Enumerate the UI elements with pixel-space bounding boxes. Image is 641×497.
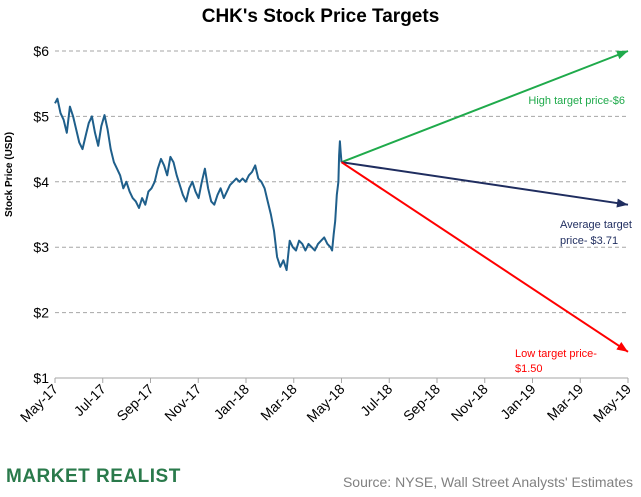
y-tick-label: $4 — [33, 174, 49, 190]
x-tick-label: Nov-18 — [448, 381, 491, 424]
high-target-label: High target price-$6 — [528, 95, 625, 107]
low-target-label: $1.50 — [515, 363, 543, 375]
high-target-arrow — [341, 50, 629, 164]
source-note: Source: NYSE, Wall Street Analysts' Esti… — [342, 474, 633, 490]
x-tick-label: Nov-17 — [161, 381, 204, 424]
y-tick-label: $3 — [33, 239, 49, 255]
y-tick-label: $1 — [33, 370, 49, 386]
series-layer — [54, 97, 343, 272]
x-tick-label: Mar-19 — [544, 381, 587, 424]
low-target-label: Low target price- — [515, 348, 597, 360]
low-target-arrow — [340, 161, 629, 353]
x-tick-label: Jan-18 — [211, 381, 253, 423]
low-target-arrow-head — [616, 342, 628, 352]
y-tick-label: $6 — [33, 43, 49, 59]
y-tick-label: $5 — [33, 108, 49, 124]
x-tick-label: May-17 — [17, 381, 61, 425]
projection-layer — [340, 50, 629, 353]
grid-lines — [55, 50, 628, 314]
average-target-label: Average target — [560, 219, 632, 231]
x-tick-label: May-19 — [590, 381, 634, 425]
annotations: High target price-$6 Average target price-… — [515, 95, 632, 375]
x-tick-label: Jan-19 — [497, 381, 539, 423]
average-target-label: price- $3.71 — [560, 235, 618, 247]
x-tick-label: Jul-17 — [71, 381, 109, 419]
chart-title: CHK's Stock Price Targets — [201, 6, 440, 27]
x-tick-label: Mar-18 — [257, 381, 300, 424]
market-realist-logo: MARKET REALIST — [6, 466, 181, 488]
x-tick-label: May-18 — [303, 381, 347, 425]
price-series-line — [54, 97, 343, 272]
x-tick-label: Sep-18 — [400, 381, 443, 424]
x-tick-label: Jul-18 — [357, 381, 395, 419]
logo-text: MARKET REALIST — [6, 466, 181, 487]
y-tick-label: $2 — [33, 305, 49, 321]
average-target-arrow — [341, 161, 629, 206]
x-tick-label: Sep-17 — [113, 381, 156, 424]
average-target-arrow-head — [616, 198, 628, 208]
high-target-arrow-head — [616, 50, 628, 60]
